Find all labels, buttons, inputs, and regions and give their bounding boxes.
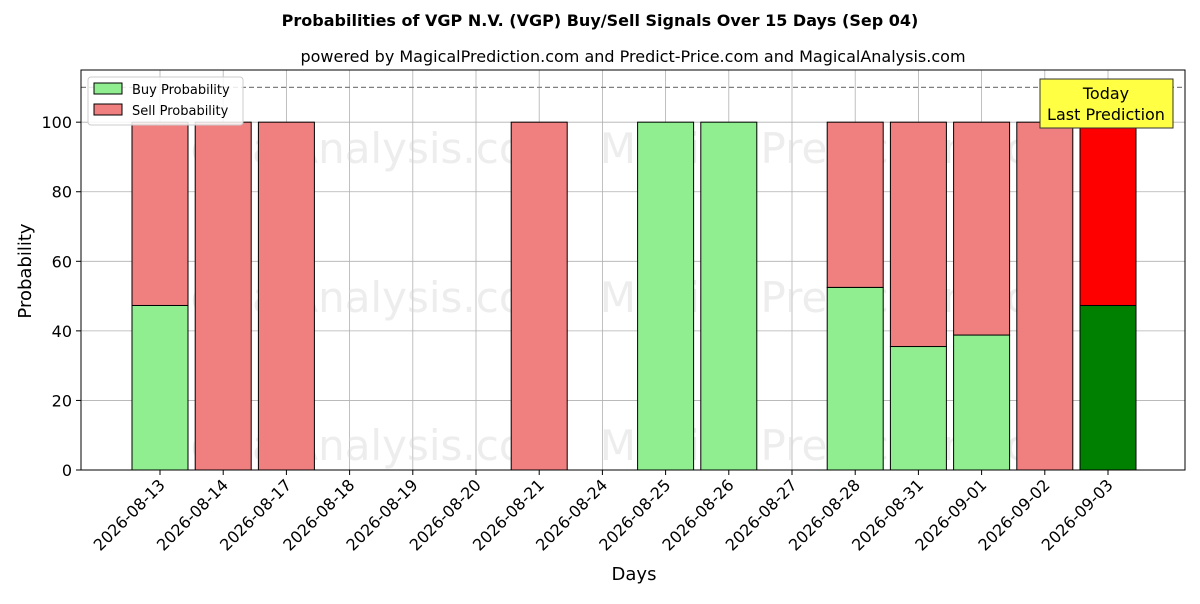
bar-buy	[700, 121, 758, 471]
legend-box	[87, 76, 244, 126]
today-annotation: Today Last Prediction	[1039, 78, 1174, 129]
y-tick-label: 40	[52, 322, 72, 341]
y-tick-label: 60	[52, 252, 72, 271]
annotation-box	[1039, 78, 1174, 129]
bar-sell	[510, 121, 568, 471]
watermark-text: MagicalAnalysis.com	[129, 421, 566, 470]
legend-label-sell: Sell Probability	[132, 104, 229, 119]
y-tick-label: 20	[52, 391, 72, 410]
plot-frame	[80, 69, 1186, 471]
bar-buy	[953, 334, 1011, 471]
y-tick-label: 0	[62, 461, 72, 480]
bar-buy	[889, 346, 947, 471]
chart-subtitle: powered by MagicalPrediction.com and Pre…	[300, 47, 965, 66]
bar-buy	[131, 304, 189, 471]
bar-sell	[194, 121, 252, 471]
annotation-line2: Last Prediction	[1047, 105, 1165, 124]
bar-buy	[826, 286, 884, 471]
x-axis: 2026-08-132026-08-142026-08-172026-08-18…	[90, 470, 1117, 555]
chart-title: Probabilities of VGP N.V. (VGP) Buy/Sell…	[282, 11, 919, 30]
bar-buy	[1079, 304, 1137, 471]
x-axis-label: Days	[612, 564, 657, 585]
bar-sell	[131, 121, 189, 306]
legend-swatch-sell	[93, 103, 123, 116]
legend-swatch-buy	[93, 82, 123, 95]
bar-buy	[637, 121, 695, 471]
watermark-text: MagicalAnalysis.com	[129, 273, 566, 322]
bar-sell	[953, 121, 1011, 336]
bar-sell	[1016, 121, 1074, 471]
annotation-line1: Today	[1082, 84, 1129, 103]
bars	[131, 121, 1137, 471]
bar-sell	[889, 121, 947, 348]
y-tick-label: 80	[52, 183, 72, 202]
bar-sell	[826, 121, 884, 288]
bar-sell	[257, 121, 315, 471]
watermark-text: MagicalAnalysis.com	[129, 124, 566, 173]
legend: Buy Probability Sell Probability	[87, 76, 244, 126]
bar-sell	[1079, 121, 1137, 306]
legend-label-buy: Buy Probability	[132, 83, 230, 98]
y-axis: 0 20 40 60 80 100	[41, 113, 81, 480]
y-tick-label: 100	[41, 113, 72, 132]
y-axis-label: Probability	[15, 223, 36, 318]
